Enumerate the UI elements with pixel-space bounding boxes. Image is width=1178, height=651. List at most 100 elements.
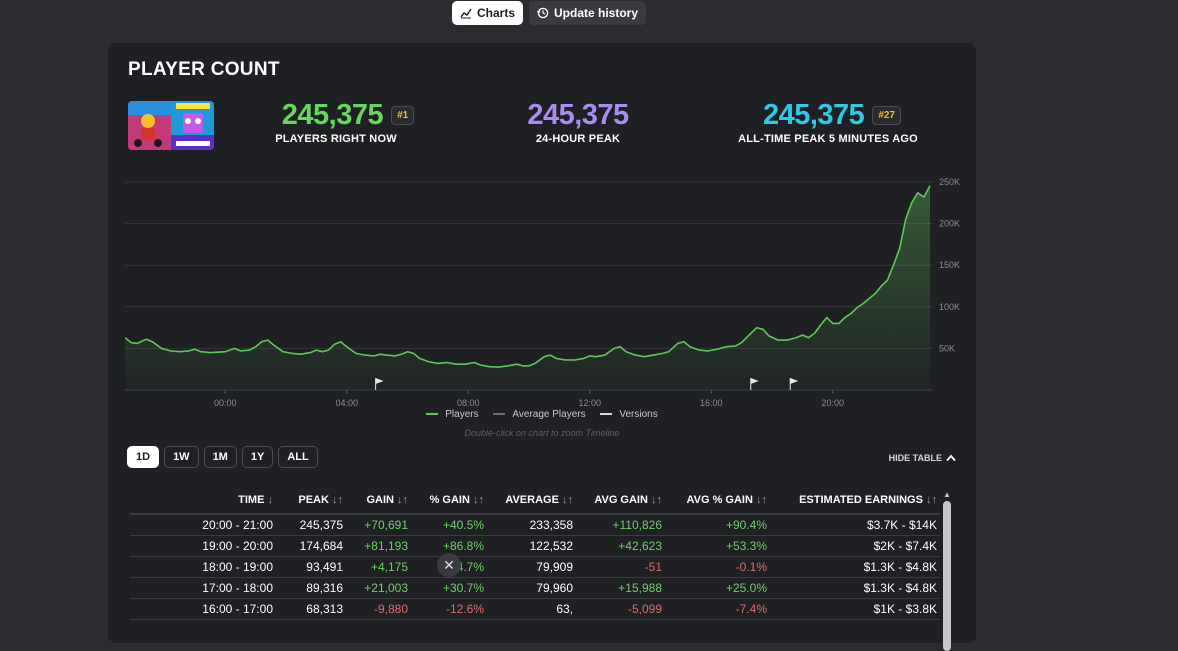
y-tick-label: 100K: [939, 302, 960, 312]
x-tick-label: 04:00: [335, 398, 358, 408]
table-cell: 122,532: [529, 539, 573, 553]
chart-svg[interactable]: 50K 100K 150K 200K 250K 00:00 04:00 08:00 12:00 1…: [125, 176, 975, 436]
table-cell: -5,099: [627, 602, 662, 616]
table-row: 16:00 - 17:00 68,313 -9,880 -12.6% 63, -5,099…: [130, 599, 940, 620]
legend-players-label: Players: [445, 409, 479, 420]
legend-players[interactable]: Players: [423, 409, 481, 420]
sort-icon: ↓↑: [756, 494, 767, 506]
chart-legend: Players Average Players Versions: [108, 409, 976, 420]
col-avg-gain-label: AVG GAIN: [594, 494, 648, 506]
hide-table-label: HIDE TABLE: [888, 453, 942, 463]
col-avg-pct-gain[interactable]: AVG % GAIN ↓↑: [662, 494, 767, 506]
col-peak-label: PEAK: [298, 494, 329, 506]
col-gain[interactable]: GAIN ↓↑: [343, 494, 408, 506]
col-avg-pct-gain-label: AVG % GAIN: [686, 494, 753, 506]
table-body: 20:00 - 21:00 245,375 +70,691 +40.5% 233,358…: [130, 515, 940, 620]
table-cell: 79,909: [536, 560, 573, 574]
table-cell: 89,316: [306, 581, 343, 595]
range-1d-button[interactable]: 1D: [127, 446, 160, 468]
col-average[interactable]: AVERAGE ↓↑: [484, 494, 573, 506]
range-1y-button[interactable]: 1Y: [241, 446, 274, 468]
all-time-peak-rank-badge: #27: [872, 106, 901, 126]
scroll-up-arrow-icon[interactable]: ▲: [943, 490, 951, 499]
y-tick-label: 50K: [939, 343, 955, 353]
legend-versions-label: Versions: [619, 409, 658, 420]
col-average-label: AVERAGE: [505, 494, 559, 506]
table-cell: +70,691: [364, 518, 408, 532]
col-earnings-label: ESTIMATED EARNINGS: [799, 494, 923, 506]
table-row: 17:00 - 18:00 89,316 +21,003 +30.7% 79,960 +1…: [130, 578, 940, 599]
peak-24h-label: 24-HOUR PEAK: [535, 133, 621, 145]
legend-versions[interactable]: Versions: [597, 409, 660, 420]
x-tick-label: 08:00: [457, 398, 480, 408]
sort-desc-icon: ↓: [267, 494, 274, 506]
x-tick-label: 00:00: [214, 398, 237, 408]
legend-average[interactable]: Average Players: [490, 409, 588, 420]
chart-line-icon: [460, 8, 472, 19]
legend-versions-swatch: [600, 413, 613, 416]
col-avg-gain[interactable]: AVG GAIN ↓↑: [573, 494, 662, 506]
table-cell: +42,623: [618, 539, 662, 553]
tab-charts[interactable]: Charts: [452, 1, 524, 25]
table-cell: +90.4%: [725, 518, 767, 532]
col-peak[interactable]: PEAK ↓↑: [273, 494, 343, 506]
col-pct-gain-label: % GAIN: [429, 494, 470, 506]
table-cell: $3.7K - $14K: [866, 518, 937, 532]
table-cell: $1.3K - $4.8K: [863, 581, 937, 595]
sort-icon: ↓↑: [332, 494, 343, 506]
stat-players-now: 245,375 #1 PLAYERS RIGHT NOW: [263, 98, 433, 145]
range-1w-button[interactable]: 1W: [164, 446, 199, 468]
table-cell: +25.0%: [725, 581, 767, 595]
peak-24h-value: 245,375: [527, 99, 629, 131]
top-nav: Charts Update history: [452, 1, 647, 25]
table-scrollbar[interactable]: [943, 501, 951, 651]
table-cell: $1K - $3.8K: [873, 602, 937, 616]
table-cell: $1.3K - $4.8K: [863, 560, 937, 574]
table-cell: 68,313: [306, 602, 343, 616]
col-pct-gain[interactable]: % GAIN ↓↑: [408, 494, 484, 506]
table-cell: -0.1%: [735, 560, 767, 574]
table-cell: 79,960: [536, 581, 573, 595]
table-cell: +86.8%: [442, 539, 484, 553]
table-cell: 17:00 - 18:00: [202, 581, 273, 595]
chevron-up-icon: [946, 454, 956, 462]
version-flag-icon: [750, 378, 759, 384]
players-now-rank-badge: #1: [391, 106, 415, 126]
col-time-label: TIME: [238, 494, 265, 506]
table-cell: 16:00 - 17:00: [202, 602, 273, 616]
range-all-button[interactable]: ALL: [278, 446, 318, 468]
col-estimated-earnings[interactable]: ESTIMATED EARNINGS ↓↑: [767, 494, 937, 506]
table-row: 18:00 - 19:00 93,491 +4,175 +4.7% 79,909 -51-…: [130, 557, 940, 578]
tab-update-history[interactable]: Update history: [529, 1, 647, 25]
table-row: 19:00 - 20:00 174,684 +81,193 +86.8% 122,532…: [130, 536, 940, 557]
col-gain-label: GAIN: [366, 494, 394, 506]
table-cell: -9,880: [373, 602, 408, 616]
all-time-peak-label: ALL-TIME PEAK 5 MINUTES AGO: [738, 133, 918, 145]
range-1m-button[interactable]: 1M: [203, 446, 237, 468]
table-cell: 233,358: [529, 518, 573, 532]
players-now-label: PLAYERS RIGHT NOW: [275, 133, 397, 145]
table-cell: -51: [644, 560, 662, 574]
sort-icon: ↓↑: [397, 494, 408, 506]
table-cell: +4,175: [370, 560, 408, 574]
close-icon[interactable]: ✕: [437, 553, 461, 577]
table-cell: 63,: [556, 602, 573, 616]
col-time[interactable]: TIME ↓: [130, 494, 273, 506]
table-header: TIME ↓ PEAK ↓↑ GAIN ↓↑ % GAIN ↓↑ AVERAGE…: [130, 487, 940, 515]
table-cell: -12.6%: [445, 602, 484, 616]
y-tick-label: 250K: [939, 177, 960, 187]
hide-table-button[interactable]: HIDE TABLE: [889, 453, 956, 463]
table-cell: +30.7%: [442, 581, 484, 595]
table-cell: 19:00 - 20:00: [202, 539, 273, 553]
sort-icon: ↓↑: [473, 494, 484, 506]
player-count-chart[interactable]: 50K 100K 150K 200K 250K 00:00 04:00 08:00 12:00 1…: [125, 176, 975, 436]
players-area: [125, 185, 930, 390]
x-tick-label: 20:00: [821, 398, 844, 408]
version-flag-icon: [790, 378, 799, 384]
table-cell: 18:00 - 19:00: [202, 560, 273, 574]
sort-icon: ↓↑: [926, 494, 937, 506]
table-cell: -7.4%: [735, 602, 767, 616]
table-cell: +21,003: [364, 581, 408, 595]
table-cell: +53.3%: [725, 539, 767, 553]
x-tick-label: 16:00: [700, 398, 723, 408]
